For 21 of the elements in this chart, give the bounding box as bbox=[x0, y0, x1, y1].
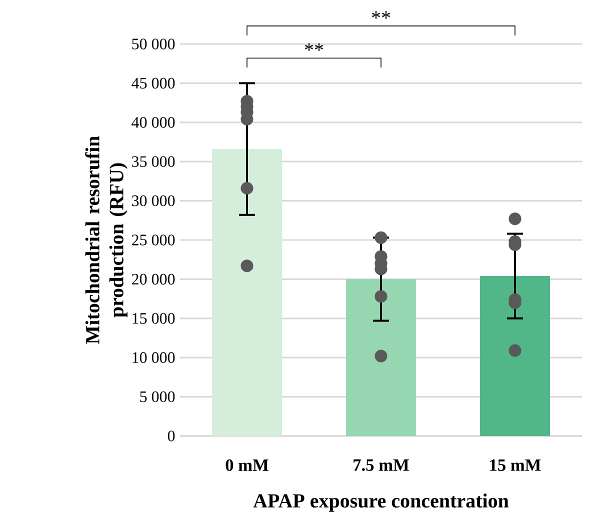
x-tick-label: 15 mM bbox=[490, 459, 541, 471]
bar bbox=[212, 149, 282, 436]
y-tick-label: 30 000 bbox=[132, 195, 175, 206]
y-tick-label: 5 000 bbox=[140, 391, 175, 402]
y-tick-label: 10 000 bbox=[132, 352, 175, 363]
x-tick-label: 7.5 mM bbox=[354, 459, 409, 471]
text: ** bbox=[372, 11, 390, 19]
y-tick-label: 25 000 bbox=[132, 234, 175, 246]
bar bbox=[480, 276, 550, 436]
annotation: ** bbox=[304, 43, 324, 51]
y-tick-label: 15 000 bbox=[132, 312, 175, 324]
x-axis-title: APAP exposure concentration bbox=[253, 494, 509, 512]
y-axis-title: Mitochondrial resorufin production (RFU) bbox=[85, 136, 128, 344]
y-tick-label: 50 000 bbox=[132, 38, 175, 50]
x-tick-label: 0 mM bbox=[226, 459, 268, 472]
y-tick-label: 40 000 bbox=[132, 116, 175, 128]
y-tick-label: 20 000 bbox=[132, 274, 175, 285]
y-tick-label: 0 bbox=[168, 430, 175, 442]
y-tick-label: 45 000 bbox=[132, 78, 175, 89]
bar bbox=[346, 279, 416, 436]
y-tick-label: 35 000 bbox=[132, 156, 175, 167]
